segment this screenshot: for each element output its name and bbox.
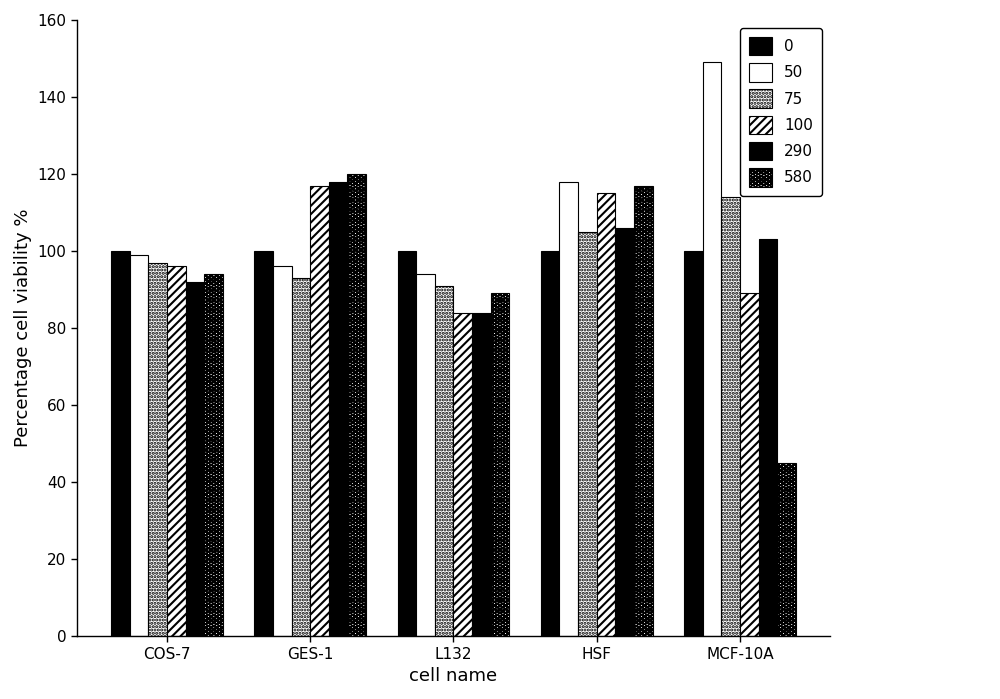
Bar <box>597 193 615 636</box>
Bar <box>578 232 597 636</box>
Bar <box>541 251 559 636</box>
X-axis label: cell name: cell name <box>409 667 497 685</box>
Bar <box>684 251 703 636</box>
Bar <box>491 294 509 636</box>
Bar <box>204 274 223 636</box>
Bar <box>559 182 578 636</box>
Bar <box>398 251 416 636</box>
Bar <box>130 255 148 636</box>
Bar <box>292 278 310 636</box>
Y-axis label: Percentage cell viability %: Percentage cell viability % <box>14 209 32 447</box>
Bar <box>111 251 130 636</box>
Bar <box>273 266 292 636</box>
Bar <box>347 174 366 636</box>
Bar <box>721 197 740 636</box>
Bar <box>703 62 721 636</box>
Bar <box>777 463 796 636</box>
Bar <box>472 312 491 636</box>
Bar <box>186 282 204 636</box>
Bar <box>740 294 759 636</box>
Bar <box>416 274 435 636</box>
Bar <box>167 266 186 636</box>
Bar <box>759 240 777 636</box>
Bar <box>634 185 653 636</box>
Bar <box>329 182 347 636</box>
Bar <box>615 228 634 636</box>
Bar <box>435 286 453 636</box>
Bar <box>254 251 273 636</box>
Legend: 0, 50, 75, 100, 290, 580: 0, 50, 75, 100, 290, 580 <box>740 27 822 196</box>
Bar <box>310 185 329 636</box>
Bar <box>148 263 167 636</box>
Bar <box>453 312 472 636</box>
